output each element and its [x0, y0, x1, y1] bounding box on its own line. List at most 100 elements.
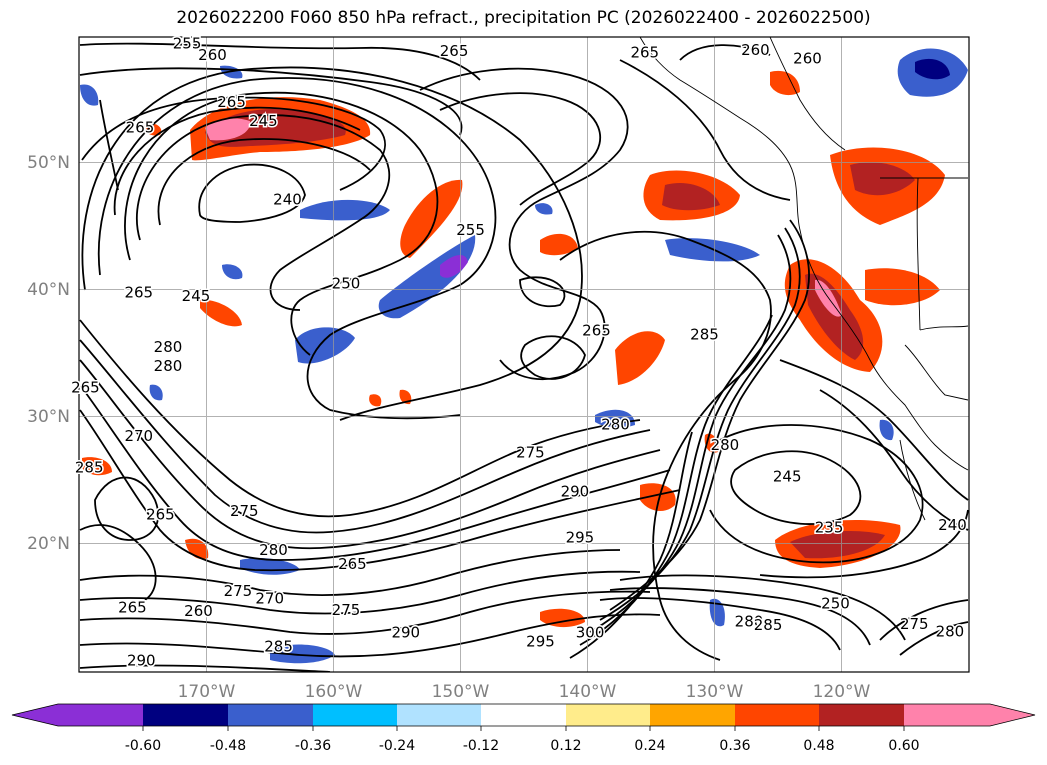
- colorbar-bin: [819, 704, 904, 726]
- contour-label: 235: [815, 518, 844, 536]
- contour-label: 295: [526, 633, 555, 651]
- precip-negative-area: [270, 644, 335, 664]
- contour-label: 280: [154, 338, 183, 356]
- contour-label: 265: [126, 118, 155, 136]
- contour-label: 265: [217, 93, 246, 111]
- us-mexico-border: [904, 344, 969, 401]
- precip-negative-area: [595, 409, 635, 428]
- precip-positive-area: [400, 179, 463, 258]
- precip-strong-area: [790, 530, 885, 559]
- latitude-axis: 50°N 40°N 30°N 20°N: [27, 153, 70, 554]
- colorbar-tick-label: 0.12: [550, 738, 581, 754]
- contour-label: 265: [582, 321, 611, 339]
- contour-label: 245: [182, 287, 211, 305]
- contour-label: 275: [516, 443, 545, 461]
- precip-positive-area: [200, 299, 242, 327]
- colorbar-tick-label: -0.36: [295, 738, 331, 754]
- lat-label: 50°N: [27, 153, 70, 173]
- baja-coast: [899, 439, 926, 521]
- precip-negative-area: [709, 598, 725, 627]
- contour-label: 285: [75, 459, 104, 477]
- contour-label: 265: [338, 555, 367, 573]
- colorbar-tick-label: -0.24: [379, 738, 415, 754]
- contour-label: 290: [127, 652, 156, 670]
- colorbar-bin: [481, 704, 566, 726]
- contour-label: 260: [198, 46, 227, 64]
- lon-label: 120°W: [813, 682, 871, 702]
- colorbar-bin: [313, 704, 397, 726]
- contour-label: 265: [440, 42, 469, 60]
- colorbar-tick-label: -0.12: [463, 738, 499, 754]
- lon-label: 150°W: [432, 682, 490, 702]
- colorbar-bin: [650, 704, 735, 726]
- lat-label: 30°N: [27, 407, 70, 427]
- contour-label: 295: [566, 529, 595, 547]
- contour-label: 260: [184, 602, 213, 620]
- lon-label: 140°W: [559, 682, 617, 702]
- lon-label: 130°W: [686, 682, 744, 702]
- colorbar-bin: [735, 704, 819, 726]
- colorbar-extend-low: [12, 704, 58, 726]
- contour-label: 290: [391, 624, 420, 642]
- contour-label: 255: [173, 34, 202, 52]
- state-border: [916, 177, 921, 331]
- contour-label: 245: [249, 112, 278, 130]
- colorbar-outline: [11, 703, 1036, 727]
- contour-label: 275: [224, 582, 253, 600]
- contour-label: 240: [938, 516, 967, 534]
- precip-positive-area: [640, 483, 676, 512]
- contour-label: 260: [793, 50, 822, 68]
- map-title: 2026022200 F060 850 hPa refract., precip…: [176, 8, 871, 28]
- precip-strong-area: [662, 182, 720, 211]
- colorbar-tick-label: -0.60: [125, 738, 161, 754]
- precip-negative-area: [80, 84, 99, 106]
- contour-label: 285: [690, 325, 719, 343]
- precip-shading: [80, 48, 968, 664]
- precip-min-area: [915, 58, 950, 80]
- precip-positive-area: [82, 457, 112, 476]
- precip-positive-area: [540, 233, 578, 256]
- lon-label: 170°W: [178, 682, 236, 702]
- contour-label: 255: [456, 221, 485, 239]
- contour-label: 280: [711, 436, 740, 454]
- contour-label: 280: [601, 415, 630, 433]
- colorbar-bin: [58, 704, 143, 726]
- colorbar-bin: [397, 704, 481, 726]
- contour-label: 270: [124, 427, 153, 445]
- precip-positive-area: [144, 123, 162, 136]
- contour-label: 265: [71, 379, 100, 397]
- contour-label: 280: [735, 612, 764, 630]
- lon-label: 160°W: [305, 682, 363, 702]
- precip-max-area: [205, 118, 251, 141]
- precip-positive-area: [540, 608, 585, 628]
- contour-label: 290: [561, 483, 590, 501]
- contour-label: 300: [576, 624, 605, 642]
- colorbar-ticks: [142, 726, 905, 731]
- contour-label: 245: [773, 468, 802, 486]
- lat-label: 20°N: [27, 534, 70, 554]
- colorbar-bin: [228, 704, 313, 726]
- plot-frame: [78, 36, 970, 673]
- colorbar-tick-label: 0.60: [888, 738, 919, 754]
- lat-label: 40°N: [27, 280, 70, 300]
- contour-label: 265: [146, 506, 175, 524]
- contour-label: 265: [124, 283, 153, 301]
- coastlines: [639, 37, 969, 521]
- longitude-axis: 170°W 160°W 150°W 140°W 130°W 120°W: [178, 682, 871, 702]
- colorbar-bin: [143, 704, 228, 726]
- contour-label: 280: [259, 541, 288, 559]
- precip-negative-area: [535, 203, 553, 215]
- colorbar-tick-label: 0.36: [719, 738, 750, 754]
- contour-label: 275: [900, 615, 929, 633]
- precip-positive-area: [770, 70, 800, 96]
- colorbar-extend-high: [990, 704, 1035, 726]
- precip-positive-area: [615, 331, 665, 385]
- colorbar-tick-label: 0.48: [803, 738, 834, 754]
- colorbar-tick-label: -0.48: [210, 738, 246, 754]
- contour-label: 250: [821, 595, 850, 613]
- contour-label: 285: [754, 616, 783, 634]
- contour-label: 275: [230, 502, 259, 520]
- colorbar-bin: [904, 704, 990, 726]
